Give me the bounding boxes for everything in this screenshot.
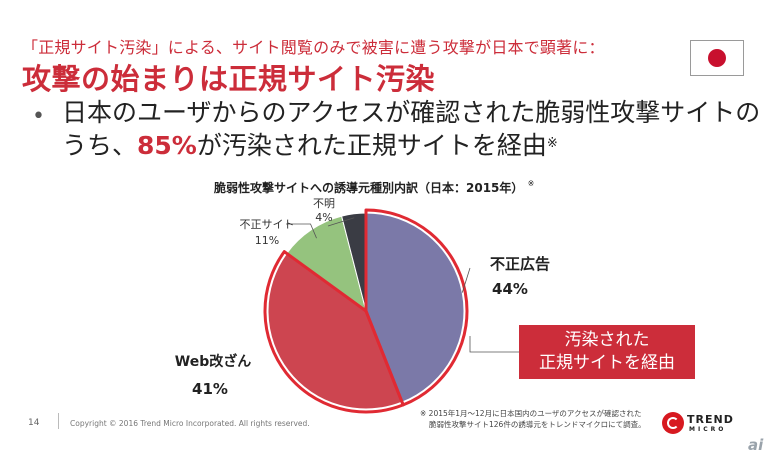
pie-slice-1 xyxy=(267,252,403,410)
bullet-text: 日本のユーザからのアクセスが確認された脆弱性攻撃サイトのうち、85%が汚染された… xyxy=(62,96,762,162)
bullet-text-after: が汚染された正規サイトを経由 xyxy=(196,131,547,160)
leader-line-malvertising xyxy=(461,267,471,293)
label-malvertising-name: 不正広告 xyxy=(489,255,550,273)
slide-subtitle: 「正規サイト汚染」による、サイト閲覧のみで被害に遭う攻撃が日本で顕著に： xyxy=(22,38,605,57)
callout-line2: 正規サイトを経由 xyxy=(539,353,675,373)
callout-connector xyxy=(469,336,519,353)
chart-title-text: 脆弱性攻撃サイトへの誘導元種別内訳（日本：2015年） xyxy=(214,181,524,195)
pie-highlight-1 xyxy=(263,250,405,414)
footer-divider xyxy=(58,413,59,429)
label-unknown-value: 4% xyxy=(315,211,333,224)
label-unknown-name: 不明 xyxy=(313,197,335,210)
chart-title: 脆弱性攻撃サイトへの誘導元種別内訳（日本：2015年） ※ xyxy=(214,179,534,196)
copyright: Copyright © 2016 Trend Micro Incorporate… xyxy=(70,419,310,428)
footnote-line2: 脆弱性攻撃サイト126件の誘導元をトレンドマイクロにて調査。 xyxy=(429,420,646,429)
logo-text-2: MICRO xyxy=(689,426,727,433)
label-malicious-site-name: 不正サイト xyxy=(239,218,295,231)
bullet-mark: ※ xyxy=(546,136,558,151)
label-web-tampering-name: Web改ざん xyxy=(174,354,252,370)
ai-watermark: ai xyxy=(748,436,764,454)
footnote: ※ 2015年1月～12月に日本国内のユーザのアクセスが確認された 脆弱性攻撃サ… xyxy=(420,408,646,430)
leader-line-unknown xyxy=(327,217,355,227)
trend-micro-logo: TREND MICRO xyxy=(662,408,742,438)
logo-text-1: TREND xyxy=(687,413,734,426)
bullet-text-before: 日本のユーザからのアクセスが確認された脆弱性攻撃サイトのうち、 xyxy=(62,98,761,160)
footnote-line1: ※ 2015年1月～12月に日本国内のユーザのアクセスが確認された xyxy=(420,409,642,418)
bullet-highlight: 85% xyxy=(137,131,197,160)
chart-title-mark: ※ xyxy=(527,179,535,188)
callout-box: 汚染された 正規サイトを経由 xyxy=(519,325,695,379)
callout-line1: 汚染された xyxy=(564,330,650,350)
logo-ball-icon xyxy=(662,412,684,434)
bullet-dot: • xyxy=(32,104,45,129)
label-malicious-site-value: 11% xyxy=(254,234,280,247)
leader-line-malicious-site xyxy=(286,223,317,239)
label-web-tampering-value: 41% xyxy=(192,380,228,398)
page-number: 14 xyxy=(28,418,40,428)
slide-title: 攻撃の始まりは正規サイト汚染 xyxy=(22,62,436,96)
flag-sun xyxy=(708,49,726,67)
pie-highlight-0 xyxy=(364,208,469,407)
japan-flag-icon xyxy=(690,40,744,76)
label-malvertising-value: 44% xyxy=(492,280,528,298)
pie-slice-0 xyxy=(365,212,465,403)
